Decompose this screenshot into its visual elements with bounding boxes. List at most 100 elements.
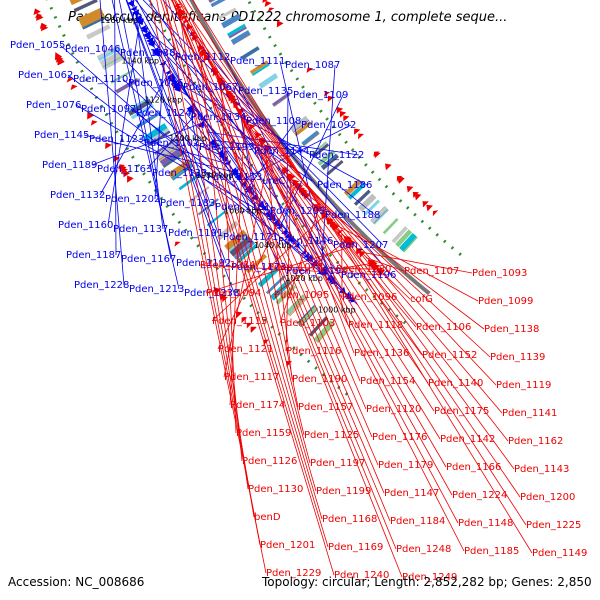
forward-connector [158,55,211,204]
reverse-connector [171,0,403,578]
forward-connector [130,108,268,212]
content-block [96,44,121,59]
reverse-gene-arrow [267,7,275,13]
tick-label: 1120 kbp [144,96,182,105]
reverse-gene-label: Pden_1096 [342,292,397,303]
forward-gene-label: Pden_1189 [42,160,97,171]
reverse-gene-arrow [343,115,350,122]
reverse-gene-label: Pden_1140 [428,378,483,389]
reverse-gene-arrow [235,311,243,319]
forward-connector [286,90,289,234]
reverse-connector [171,0,391,522]
forward-gene-arrow [167,74,175,81]
reverse-gene-arrow [87,111,95,120]
content-block [293,121,312,137]
forward-gene-label: Pden_1097 [81,104,136,115]
content-block [395,229,413,248]
reverse-gene-label: Pden_1142 [440,434,495,445]
reverse-gene-arrow [127,175,134,183]
content-block [167,158,192,178]
content-block [275,284,296,305]
reverse-gene-arrow [57,57,65,66]
reverse-gene-arrow [339,110,347,118]
reverse-gene-arrow [432,210,439,217]
reverse-connector [178,0,521,498]
forward-connector [59,44,358,305]
forward-connector [83,134,236,173]
forward-gene-label: Pden_1086 [128,78,183,89]
reverse-gene-label: Pden_1152 [422,350,477,361]
forward-connector [183,98,258,178]
forward-connector [241,124,352,181]
reverse-gene-arrow [90,120,98,126]
reverse-gene-label: Pden_1149 [532,548,587,559]
forward-gene-label: Pden_1238 [184,288,239,299]
forward-gene-label: Pden_1109 [293,90,348,101]
reverse-gene-label: Pden_1121 [218,344,273,355]
reverse-connector [150,0,267,574]
forward-gene-label: Pden_1087 [285,60,340,71]
reverse-gene-arrow [264,0,272,8]
reverse-gene-label: Pden_1240 [334,570,389,581]
reverse-gene-label: Pden_1094 [206,288,261,299]
reverse-gene-arrow [119,164,127,172]
forward-gene-label: Pden_1113 [207,172,262,183]
forward-gene-arrow [164,69,172,75]
forward-gene-label: Pden_1173 [231,262,286,273]
scale-ticks: 1000 kbp 1020 kbp 1040 kbp 1060 kbp 1080 kbp… [100,16,355,315]
reverse-connector [175,0,453,496]
content-block [221,13,241,27]
reverse-gene-arrow [406,185,414,193]
reverse-gene-label: Pden_1174 [230,400,285,411]
forward-gene-label: Pden_1160 [58,220,113,231]
reverse-gene-label: Pden_1190 [292,374,347,385]
forward-connector [135,10,164,230]
reverse-gene-label: Pden_1138 [484,324,539,335]
reverse-connector [190,31,379,466]
forward-connector [125,0,235,294]
reverse-gene-label: Pden_1084 [200,260,255,271]
reverse-gene-label: Pden_1119 [496,380,551,391]
reverse-connector [307,196,417,328]
reverse-gene-label: Pden_1103 [280,318,335,329]
reverse-connector [335,227,411,300]
accession-text: Accession: NC_008686 [8,575,145,589]
content-block [346,182,363,198]
reverse-gene-arrow [288,176,295,182]
content-block [99,49,125,67]
content-block [226,232,248,252]
forward-gene-label: Pden_1145 [34,130,89,141]
forward-gene-label: Pden_1102 [144,138,199,149]
reverse-connector [185,0,527,526]
reverse-gene-arrow [241,317,248,324]
reverse-connector [211,67,373,438]
reverse-gene-label: Pden_1197 [310,458,365,469]
reverse-connector [194,38,311,464]
forward-gene-label: Pden_1207 [333,240,388,251]
reverse-gene-label: Pden_1143 [514,464,569,475]
forward-connector [111,0,180,290]
reverse-gene-label: Pden_1162 [508,436,563,447]
content-block [110,69,134,84]
forward-connector [153,46,266,208]
reverse-gene-label: Pden_1147 [384,488,439,499]
reverse-gene-arrow [105,142,112,150]
reverse-gene-arrow [306,67,314,73]
reverse-gene-label: Pden_1176 [372,432,427,443]
reverse-gene-label: Pden_1159 [236,428,291,439]
forward-connector [185,112,261,204]
content-block [130,103,154,120]
reverse-gene-arrow [222,297,228,303]
reverse-gene-label: Pden_1126 [242,456,297,467]
reverse-connector [163,0,329,548]
reverse-connector [230,96,435,412]
reverse-gene-label: Pden_1248 [396,544,451,555]
tick-label: 1160 kbp [100,16,138,25]
content-block [311,143,330,159]
forward-gene-label: Pden_1161 [215,202,270,213]
content-block [249,60,269,75]
forward-connector [99,72,169,196]
reverse-connector [359,251,473,274]
tick-label: 1020 kbp [285,274,323,283]
